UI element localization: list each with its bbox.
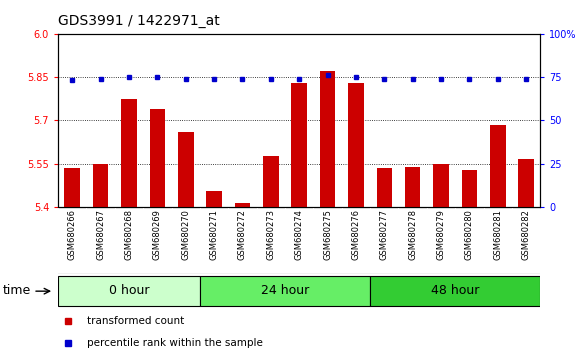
- Bar: [462, 170, 477, 207]
- Text: transformed count: transformed count: [87, 316, 184, 326]
- Bar: [58, 276, 200, 306]
- Text: GSM680268: GSM680268: [124, 209, 134, 260]
- Text: GSM680270: GSM680270: [181, 209, 190, 260]
- Bar: [200, 276, 370, 306]
- Text: 0 hour: 0 hour: [109, 284, 149, 297]
- Bar: [149, 109, 165, 207]
- Text: GSM680269: GSM680269: [153, 209, 162, 260]
- Text: GSM680279: GSM680279: [436, 209, 446, 260]
- Text: GSM680275: GSM680275: [323, 209, 332, 260]
- Text: GSM680272: GSM680272: [238, 209, 247, 260]
- Text: GSM680274: GSM680274: [295, 209, 304, 260]
- Text: GSM680277: GSM680277: [380, 209, 389, 260]
- Bar: [121, 99, 137, 207]
- Bar: [263, 156, 279, 207]
- Bar: [235, 203, 250, 207]
- Bar: [370, 276, 540, 306]
- Bar: [348, 83, 364, 207]
- Bar: [518, 159, 534, 207]
- Text: percentile rank within the sample: percentile rank within the sample: [87, 338, 263, 348]
- Text: GSM680276: GSM680276: [352, 209, 360, 260]
- Bar: [433, 164, 449, 207]
- Bar: [376, 168, 392, 207]
- Bar: [178, 132, 193, 207]
- Text: GSM680278: GSM680278: [408, 209, 417, 260]
- Text: GSM680271: GSM680271: [210, 209, 218, 260]
- Bar: [405, 167, 421, 207]
- Bar: [64, 168, 80, 207]
- Bar: [320, 71, 335, 207]
- Text: 48 hour: 48 hour: [431, 284, 479, 297]
- Text: GSM680282: GSM680282: [522, 209, 530, 260]
- Text: GSM680273: GSM680273: [266, 209, 275, 260]
- Text: GSM680267: GSM680267: [96, 209, 105, 260]
- Text: GDS3991 / 1422971_at: GDS3991 / 1422971_at: [58, 14, 220, 28]
- Bar: [490, 125, 505, 207]
- Text: GSM680281: GSM680281: [493, 209, 503, 260]
- Text: time: time: [3, 284, 31, 297]
- Text: 24 hour: 24 hour: [261, 284, 309, 297]
- Text: GSM680280: GSM680280: [465, 209, 474, 260]
- Text: GSM680266: GSM680266: [68, 209, 77, 260]
- Bar: [93, 164, 109, 207]
- Bar: [292, 83, 307, 207]
- Bar: [206, 191, 222, 207]
